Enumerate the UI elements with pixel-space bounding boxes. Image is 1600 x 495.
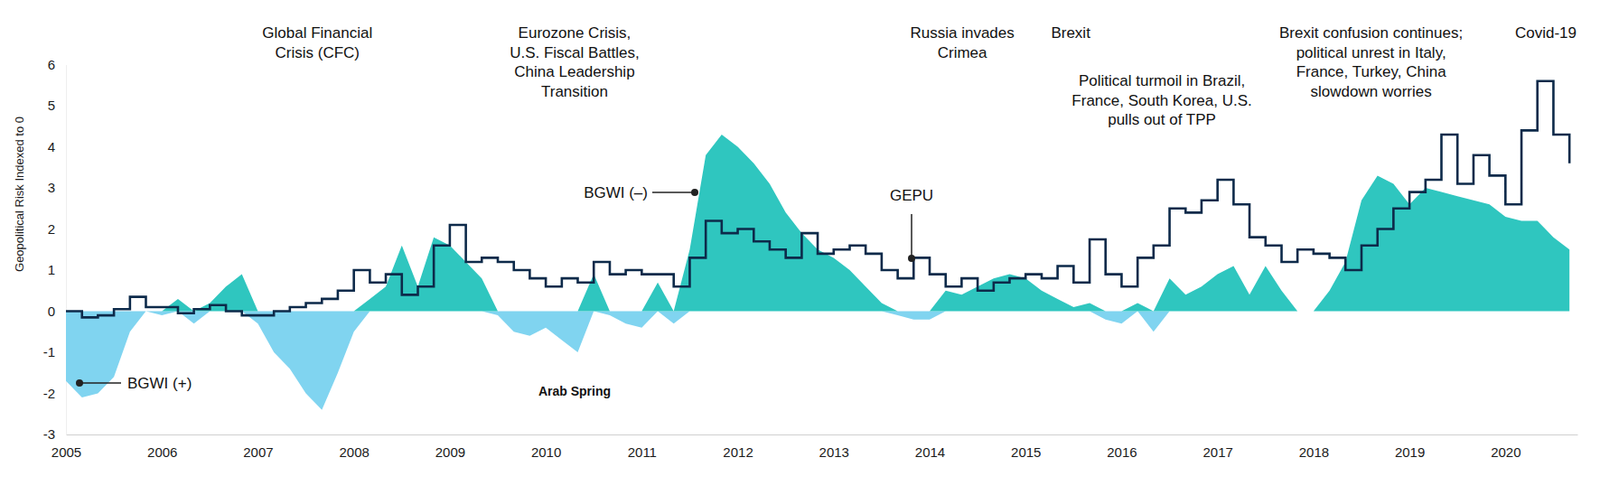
annotation-line: Crimea: [937, 44, 988, 62]
annotation-line: slowdown worries: [1310, 83, 1432, 101]
x-tick: 2019: [1394, 434, 1425, 460]
annotation-line: Transition: [541, 83, 609, 101]
annotation: Political turmoil in Brazil, France, Sout…: [1071, 72, 1252, 129]
annotation-line: Global Financial: [261, 24, 373, 42]
x-axis-line: [66, 434, 1579, 436]
x-tick: 2008: [338, 434, 369, 460]
y-tick: -3: [43, 426, 66, 442]
annotation-line: political unrest in Italy,: [1296, 44, 1447, 62]
x-tick-label: 2006: [147, 444, 178, 460]
x-tick-label: 2005: [51, 444, 82, 460]
y-axis-title: Geopolitical Risk Indexed to 0: [12, 116, 27, 272]
x-tick-label: 2017: [1202, 444, 1233, 460]
y-tick-label: -1: [43, 344, 56, 360]
x-tick-label: 2019: [1394, 444, 1425, 460]
annotation: Brexit: [1050, 24, 1091, 42]
y-tick: -1: [43, 344, 66, 360]
x-tick: 2014: [915, 434, 946, 460]
annotation: Covid-19: [1515, 24, 1577, 42]
area-series: [65, 311, 1570, 411]
x-tick-label: 2015: [1010, 444, 1041, 460]
y-tick-label: 1: [47, 261, 56, 278]
y-tick-label: 5: [47, 97, 56, 113]
y-tick-label: -3: [43, 426, 56, 442]
x-tick: 2020: [1490, 434, 1521, 460]
y-tick-label: 2: [47, 221, 56, 237]
y-tick: 4: [47, 139, 66, 155]
x-tick: 2015: [1010, 434, 1041, 460]
x-tick-label: 2010: [531, 444, 562, 460]
x-tick-label: 2007: [243, 444, 273, 460]
annotation-line: pulls out of TPP: [1107, 111, 1217, 129]
area-series: [65, 134, 1570, 312]
annotation-line: Covid-19: [1515, 24, 1577, 42]
x-tick: 2011: [627, 434, 657, 460]
x-tick: 2010: [531, 434, 562, 460]
annotation: Eurozone Crisis, U.S. Fiscal Battles,Chin…: [509, 24, 640, 101]
x-tick: 2009: [435, 434, 466, 460]
series-label: BGWI (–): [583, 184, 648, 202]
y-tick-label: 6: [47, 56, 56, 73]
y-tick: 1: [47, 261, 66, 278]
y-tick: 5: [47, 97, 66, 113]
y-tick-label: 3: [47, 179, 56, 196]
annotation-line: U.S. Fiscal Battles,: [509, 44, 640, 62]
x-tick-label: 2016: [1106, 444, 1137, 460]
annotation-line: China Leadership: [514, 63, 635, 81]
annotation-line: France, Turkey, China: [1296, 63, 1448, 81]
x-tick: 2013: [819, 434, 850, 460]
annotation-line: Brexit confusion continues;: [1279, 24, 1463, 42]
y-tick: 0: [47, 303, 66, 319]
x-tick-label: 2012: [722, 444, 753, 460]
annotation: Russia invades Crimea: [909, 24, 1014, 62]
annotations: Global Financial Crisis (CFC) Eurozone Cri…: [261, 24, 1577, 399]
y-tick: 6: [47, 56, 66, 73]
plot-area: [65, 81, 1570, 411]
x-tick: 2006: [147, 434, 178, 460]
y-tick-label: 0: [47, 303, 56, 319]
annotation-line: Brexit: [1050, 24, 1091, 42]
x-tick-label: 2011: [627, 444, 657, 460]
x-axis: 2005 2006 2007 2008 2009 2010 2011 2012 2013 2014…: [51, 434, 1579, 460]
y-tick: 2: [47, 221, 66, 237]
y-tick: 3: [47, 179, 66, 196]
annotation: Global Financial Crisis (CFC): [261, 24, 373, 62]
y-tick-label: 4: [47, 139, 56, 155]
x-tick-label: 2009: [435, 444, 466, 460]
y-tick: -2: [43, 385, 66, 402]
annotation-line: Russia invades: [909, 24, 1014, 42]
x-tick: 2017: [1202, 434, 1233, 460]
annotation-line: Political turmoil in Brazil,: [1078, 72, 1245, 90]
x-tick-label: 2018: [1299, 444, 1329, 460]
y-axis: -3 -2 -1 0 1 2 3 4 5 6: [43, 56, 67, 442]
x-tick: 2016: [1106, 434, 1137, 460]
x-tick: 2007: [243, 434, 273, 460]
series-label: GEPU: [889, 187, 934, 205]
x-tick: 2005: [51, 434, 82, 460]
callout-dot: [691, 188, 699, 197]
annotation-line: Eurozone Crisis,: [518, 24, 632, 42]
x-tick-label: 2008: [338, 444, 369, 460]
callout-dot: [75, 379, 84, 387]
chart: 2005200620072008200920102011201220132014…: [0, 0, 1600, 495]
callout-line: [910, 214, 913, 259]
y-tick-label: -2: [43, 385, 56, 402]
annotation: Brexit confusion continues; political unr…: [1279, 24, 1463, 101]
callout-dot: [907, 254, 916, 262]
x-tick-label: 2013: [819, 444, 850, 460]
callout-line: [652, 191, 695, 194]
series-label: BGWI (+): [127, 374, 192, 393]
annotation-line: Crisis (CFC): [275, 44, 360, 62]
line-series: [65, 81, 1570, 319]
callouts: BGWI (+) BGWI (–) GEPU: [75, 184, 934, 393]
x-tick: 2018: [1299, 434, 1329, 460]
x-tick-label: 2020: [1490, 444, 1521, 460]
annotation-line: Arab Spring: [538, 383, 611, 399]
x-tick-label: 2014: [915, 444, 946, 460]
annotation-line: France, South Korea, U.S.: [1071, 92, 1252, 110]
callout-line: [79, 382, 122, 384]
x-tick: 2012: [722, 434, 753, 460]
annotation: Arab Spring: [538, 383, 611, 399]
